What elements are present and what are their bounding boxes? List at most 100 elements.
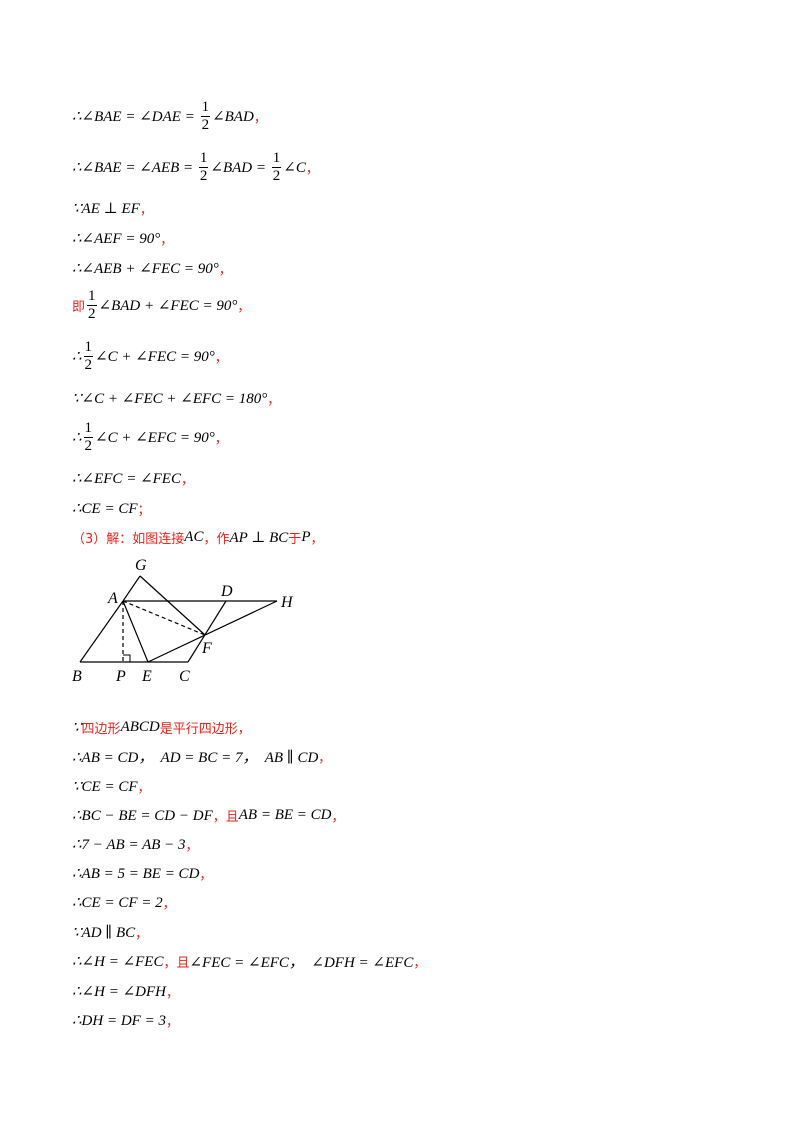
math-text: ∴AB = 5 = BE = CD xyxy=(72,865,200,882)
math-text: ∴BC − BE = CD − DF xyxy=(72,807,213,824)
numerator: 1 xyxy=(83,338,94,357)
text-line: ∴CE = CF； xyxy=(72,496,151,520)
text-line: （3）解：如图连接 AC ，作 AP ⊥ BC 于 P， xyxy=(72,525,324,549)
point-label: C xyxy=(179,668,190,685)
math-text: ∴∠H = ∠DFH xyxy=(72,983,166,1000)
math-text: ∴7 − AB = AB − 3 xyxy=(72,836,186,853)
highlight-text: ， xyxy=(165,1014,179,1030)
math-text: ∠C xyxy=(283,159,306,176)
math-text: ∴∠BAE = ∠AEB = xyxy=(72,159,197,176)
denominator: 2 xyxy=(88,305,96,322)
highlight-text: ， xyxy=(139,202,153,218)
highlight-text: ，且 xyxy=(212,809,239,825)
math-text: ∴∠EFC = ∠FEC xyxy=(72,470,181,487)
highlight-text: ， xyxy=(199,867,213,883)
highlight-text: ， xyxy=(165,985,179,1001)
point-label: H xyxy=(280,594,294,611)
math-text: ∵CE = CF xyxy=(72,778,138,795)
highlight-text: 四边形 xyxy=(81,721,121,737)
math-text: ABCD xyxy=(120,718,160,735)
point-label: E xyxy=(141,668,152,685)
math-text: ∠BAD = xyxy=(210,159,270,176)
denominator: 2 xyxy=(272,167,281,184)
point-label: F xyxy=(201,640,212,657)
highlight-text: ， xyxy=(253,110,267,126)
text-line: 即 1 2 ∠BAD + ∠FEC = 90°， xyxy=(72,288,251,322)
text-line: ∴DH = DF = 3， xyxy=(72,1008,179,1032)
math-text: AB = BE = CD xyxy=(238,806,332,823)
highlight-text: ， xyxy=(310,531,324,547)
numerator: 1 xyxy=(198,149,209,168)
text-line: ∴∠H = ∠FEC ，且 ∠FEC = ∠EFC， ∠DFH = ∠EFC， xyxy=(72,949,426,973)
math-text: ∵AE ⊥ EF xyxy=(72,200,140,217)
highlight-text: ，且 xyxy=(163,955,190,971)
text-line: ∴ 1 2 ∠C + ∠EFC = 90°， xyxy=(72,420,228,454)
math-text: ∠FEC = ∠EFC， ∠DFH = ∠EFC xyxy=(189,954,414,971)
highlight-text: （3）解：如图连接 xyxy=(72,531,185,547)
text-line: ∴7 − AB = AB − 3， xyxy=(72,832,199,856)
math-text: ∴CE = CF = 2 xyxy=(72,894,163,911)
denominator: 2 xyxy=(84,437,93,454)
point-label: D xyxy=(220,583,233,600)
denominator: 2 xyxy=(199,167,208,184)
point-label: A xyxy=(107,590,118,607)
numerator: 1 xyxy=(200,98,211,117)
highlight-text: ， xyxy=(413,955,427,971)
math-text: ∴ xyxy=(72,348,82,365)
text-line: ∴∠AEF = 90°， xyxy=(72,226,173,250)
highlight-text: ， xyxy=(214,350,228,366)
text-line: ∴ 1 2 ∠C + ∠FEC = 90°， xyxy=(72,339,228,373)
text-line: ∴AB = CD， AD = BC = 7， AB ∥ CD， xyxy=(72,744,331,768)
highlight-text: ， xyxy=(318,750,332,766)
math-text: ∴ xyxy=(72,429,82,446)
math-text: ∴∠AEB + ∠FEC = 90° xyxy=(72,260,219,277)
highlight-text: ， xyxy=(180,472,194,488)
text-line: ∴∠AEB + ∠FEC = 90°， xyxy=(72,256,232,280)
highlight-text: 于 xyxy=(288,531,302,547)
math-text: ∠C + ∠EFC = 90° xyxy=(95,429,215,446)
math-text: ∵AD ∥ BC xyxy=(72,924,136,941)
math-text: ∴∠H = ∠FEC xyxy=(72,953,164,970)
text-line: ∴∠EFC = ∠FEC， xyxy=(72,466,194,490)
math-text: ∴CE = CF xyxy=(72,500,138,517)
text-line: ∴AB = 5 = BE = CD， xyxy=(72,861,212,885)
math-text: AP ⊥ BC xyxy=(229,529,289,546)
highlight-text: ， xyxy=(214,431,228,447)
highlight-text: ， xyxy=(237,299,251,315)
highlight-text: ， xyxy=(267,392,281,408)
denominator: 2 xyxy=(201,116,210,133)
text-line: ∴∠H = ∠DFH， xyxy=(72,979,179,1003)
highlight-text: ， xyxy=(185,838,199,854)
text-line: ∵CE = CF， xyxy=(72,774,151,798)
math-text: ∠C + ∠FEC = 90° xyxy=(95,348,215,365)
text-line: ∴CE = CF = 2， xyxy=(72,890,176,914)
text-line: ∵AE ⊥ EF， xyxy=(72,196,153,220)
highlight-text: ， xyxy=(218,262,232,278)
math-text: ∴DH = DF = 3 xyxy=(72,1012,166,1029)
highlight-text: ， xyxy=(331,809,345,825)
text-line: ∴∠BAE = ∠DAE = 1 2 ∠BAD， xyxy=(72,99,267,133)
highlight-text: ，作 xyxy=(203,531,230,547)
math-text: ∵ xyxy=(72,719,82,736)
numerator: 1 xyxy=(271,149,282,168)
text-line: ∴∠BAE = ∠AEB = 1 2 ∠BAD = 1 2 ∠C， xyxy=(72,150,319,184)
highlight-text: 是平行四边形， xyxy=(159,721,251,737)
point-label: P xyxy=(115,668,126,685)
highlight-text: ， xyxy=(137,780,151,796)
math-text: ∴AB = CD， AD = BC = 7， AB ∥ CD xyxy=(72,749,319,766)
highlight-text: 即 xyxy=(72,299,86,315)
highlight-text: ， xyxy=(162,896,176,912)
math-text: ∠BAD xyxy=(212,108,254,125)
highlight-text: ， xyxy=(135,926,149,942)
highlight-text: ； xyxy=(137,502,151,518)
text-line: ∴BC − BE = CD − DF ，且 AB = BE = CD， xyxy=(72,803,345,827)
numerator: 1 xyxy=(87,287,97,306)
math-text: ∴∠BAE = ∠DAE = xyxy=(72,108,199,125)
